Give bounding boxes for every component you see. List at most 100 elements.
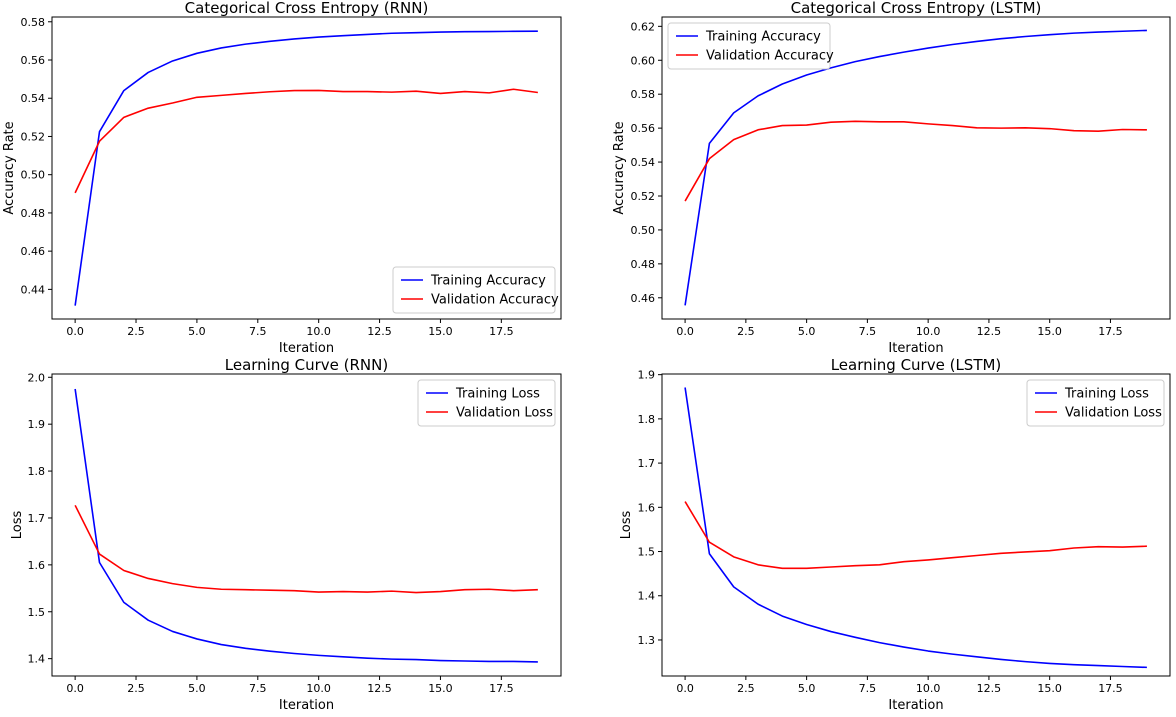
- y-tick-label: 0.54: [631, 156, 656, 169]
- x-axis-label: Iteration: [279, 341, 334, 356]
- y-tick-label: 0.46: [21, 245, 46, 258]
- series-line-training-loss: [74, 388, 538, 663]
- chart-title: Categorical Cross Entropy (RNN): [185, 0, 429, 17]
- legend-label-validation-loss: Validation Loss: [456, 406, 553, 421]
- x-tick-label: 0.0: [66, 325, 84, 338]
- y-tick-label: 0.54: [21, 92, 46, 105]
- x-axis-label: Iteration: [888, 341, 943, 356]
- y-tick-label: 0.56: [21, 54, 46, 67]
- axes-frame: [661, 16, 1171, 320]
- y-tick-label: 0.58: [21, 16, 46, 29]
- y-tick-label: 0.50: [21, 169, 46, 182]
- x-tick-label: 17.5: [489, 325, 514, 338]
- legend-box: [1026, 379, 1165, 427]
- x-tick-label: 15.0: [1037, 682, 1062, 695]
- series-line-training-accuracy: [684, 29, 1147, 306]
- axes-frame: [51, 373, 562, 677]
- y-tick-label: 1.8: [28, 465, 46, 478]
- y-tick-label: 1.7: [28, 512, 46, 525]
- x-tick-label: 7.5: [249, 325, 267, 338]
- series-line-validation-loss: [684, 501, 1147, 570]
- legend-box: [667, 22, 831, 70]
- x-tick-label: 7.5: [859, 325, 877, 338]
- y-axis-label: Loss: [10, 511, 25, 540]
- y-tick-label: 1.5: [638, 546, 656, 559]
- x-tick-label: 7.5: [249, 682, 267, 695]
- series-line-validation-accuracy: [74, 88, 538, 194]
- subplot-4: 0.0 2.5 5.0 7.5 10.0 12.5 15.0 17.5 1.3 1.4 1.5 1.6…: [619, 356, 1171, 713]
- x-tick-label: 5.0: [798, 682, 816, 695]
- x-tick-label: 15.0: [1037, 325, 1062, 338]
- x-tick-label: 5.0: [188, 682, 206, 695]
- y-tick-label: 1.4: [638, 590, 656, 603]
- x-tick-label: 15.0: [428, 682, 453, 695]
- y-tick-label: 0.52: [631, 190, 656, 203]
- y-tick-label: 1.3: [638, 634, 656, 647]
- x-tick-label: 2.5: [127, 325, 145, 338]
- y-axis-label: Loss: [619, 511, 634, 540]
- x-tick-label: 0.0: [676, 325, 694, 338]
- y-axis-label: Accuracy Rate: [2, 121, 17, 214]
- y-tick-label: 1.4: [28, 653, 46, 666]
- x-tick-label: 12.5: [367, 325, 392, 338]
- y-tick-label: 1.7: [638, 457, 656, 470]
- subplot-1: 0.0 2.5 5.0 7.5 10.0 12.5 15.0 17.5 0.44 0.46 0.48…: [2, 0, 562, 356]
- x-tick-label: 0.0: [66, 682, 84, 695]
- series-line-training-loss: [684, 387, 1147, 669]
- legend: Training Loss Validation Loss: [1026, 379, 1165, 427]
- y-tick-label: 1.9: [28, 418, 46, 431]
- legend: Training Loss Validation Loss: [417, 379, 556, 427]
- x-tick-label: 5.0: [798, 325, 816, 338]
- y-tick-label: 1.9: [638, 369, 656, 382]
- chart-title: Learning Curve (RNN): [225, 356, 388, 374]
- y-tick-label: 0.44: [21, 283, 46, 296]
- series-line-training-accuracy: [74, 30, 538, 306]
- subplot-3: 0.0 2.5 5.0 7.5 10.0 12.5 15.0 17.5 1.4 1.5 1.6 1.7…: [10, 356, 562, 713]
- y-tick-label: 0.52: [21, 130, 46, 143]
- x-tick-label: 12.5: [367, 682, 392, 695]
- legend-label-validation-accuracy: Validation Accuracy: [706, 49, 834, 64]
- y-tick-label: 0.62: [631, 20, 656, 33]
- y-tick-label: 0.58: [631, 88, 656, 101]
- y-tick-label: 1.6: [28, 559, 46, 572]
- chart-title: Categorical Cross Entropy (LSTM): [791, 0, 1042, 17]
- legend-box: [417, 379, 556, 427]
- x-tick-label: 10.0: [306, 682, 331, 695]
- axes-frame: [661, 373, 1171, 677]
- axes-frame: [51, 16, 562, 320]
- legend-label-validation-loss: Validation Loss: [1065, 406, 1162, 421]
- y-tick-label: 0.60: [631, 54, 656, 67]
- legend-label-training-accuracy: Training Accuracy: [430, 274, 546, 289]
- legend: Training Accuracy Validation Accuracy: [392, 266, 559, 314]
- y-tick-label: 0.48: [631, 258, 656, 271]
- x-tick-label: 2.5: [127, 682, 145, 695]
- legend-label-training-accuracy: Training Accuracy: [705, 30, 821, 45]
- x-axis-label: Iteration: [888, 698, 943, 713]
- chart-title: Learning Curve (LSTM): [831, 356, 1002, 374]
- y-tick-label: 0.48: [21, 207, 46, 220]
- legend-label-training-loss: Training Loss: [455, 387, 540, 402]
- legend: Training Accuracy Validation Accuracy: [667, 22, 834, 70]
- series-line-validation-accuracy: [684, 120, 1147, 202]
- y-tick-label: 2.0: [28, 371, 46, 384]
- y-tick-label: 1.8: [638, 413, 656, 426]
- subplot-2: 0.0 2.5 5.0 7.5 10.0 12.5 15.0 17.5 0.46 0.48 0.50…: [612, 0, 1171, 356]
- x-tick-label: 12.5: [977, 682, 1002, 695]
- y-tick-label: 1.6: [638, 501, 656, 514]
- x-tick-label: 17.5: [1098, 682, 1123, 695]
- y-tick-label: 0.56: [631, 122, 656, 135]
- legend-label-validation-accuracy: Validation Accuracy: [431, 293, 559, 308]
- legend-box: [392, 266, 556, 314]
- y-tick-label: 0.50: [631, 224, 656, 237]
- y-axis-label: Accuracy Rate: [612, 121, 627, 214]
- x-tick-label: 10.0: [306, 325, 331, 338]
- x-axis-label: Iteration: [279, 698, 334, 713]
- x-tick-label: 17.5: [489, 682, 514, 695]
- x-tick-label: 5.0: [188, 325, 206, 338]
- y-tick-label: 0.46: [631, 292, 656, 305]
- x-tick-label: 0.0: [676, 682, 694, 695]
- x-tick-label: 7.5: [859, 682, 877, 695]
- series-line-validation-loss: [74, 504, 538, 594]
